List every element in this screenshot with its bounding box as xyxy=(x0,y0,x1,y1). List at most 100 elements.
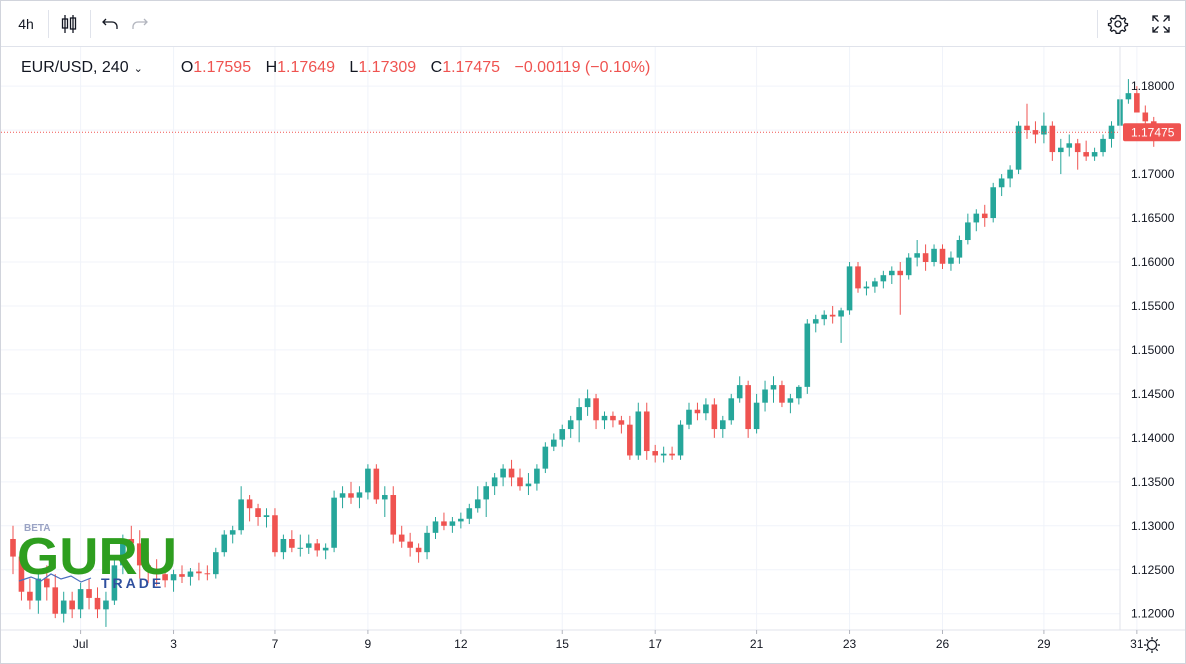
candle-body xyxy=(289,538,295,548)
candle xyxy=(289,530,295,553)
candle-body xyxy=(1134,93,1140,113)
candle xyxy=(804,319,811,394)
candle xyxy=(576,398,582,443)
candle xyxy=(787,393,794,414)
candle xyxy=(703,398,709,421)
candle xyxy=(1066,134,1073,157)
candle xyxy=(618,415,625,434)
price-tick-label: 1.12500 xyxy=(1131,563,1175,577)
chart-grid xyxy=(1,47,1138,630)
candle-body xyxy=(846,266,853,311)
fullscreen-button[interactable] xyxy=(1145,9,1177,39)
candle xyxy=(686,402,692,430)
candle-body xyxy=(322,547,329,551)
candle xyxy=(627,415,633,460)
price-axis[interactable]: 1.180001.175001.170001.165001.160001.155… xyxy=(1131,79,1175,621)
candle xyxy=(204,565,211,581)
candle-body xyxy=(407,541,413,548)
candle-body xyxy=(880,275,887,282)
chart-type-button[interactable] xyxy=(54,9,84,39)
candle xyxy=(10,525,16,575)
candle xyxy=(508,459,515,487)
candle-body xyxy=(373,468,380,500)
last-price-label: 1.17475 xyxy=(1131,125,1175,139)
candle-body xyxy=(466,508,473,519)
candle xyxy=(1100,134,1106,157)
candle xyxy=(1032,121,1039,144)
candle-body xyxy=(52,587,59,614)
time-tick-label: 12 xyxy=(454,637,468,651)
price-tick-label: 1.14000 xyxy=(1131,431,1175,445)
candle-body xyxy=(804,323,811,387)
candle xyxy=(322,543,329,560)
time-axis[interactable]: Jul 3 7 9 12 15 17 21 23 26 29 31 xyxy=(73,630,1144,651)
guru-trade-logo: BETA GURU TRADE xyxy=(11,521,186,593)
candle xyxy=(238,486,244,535)
candle xyxy=(948,251,954,271)
candle-body xyxy=(424,532,430,553)
candle xyxy=(382,486,388,518)
candle-body xyxy=(610,415,616,421)
candle-body xyxy=(914,253,920,258)
settings-icon xyxy=(1146,639,1158,651)
candle-body xyxy=(136,543,143,566)
candle xyxy=(1083,140,1089,161)
candle-body xyxy=(86,589,92,598)
settings-button[interactable] xyxy=(1102,9,1134,39)
candle xyxy=(280,534,287,560)
candle xyxy=(432,517,439,539)
candle-body xyxy=(60,600,67,614)
candle-body xyxy=(559,429,566,440)
candle xyxy=(720,415,726,438)
candle-body xyxy=(449,521,456,526)
candle xyxy=(1007,165,1013,188)
candle xyxy=(897,261,904,315)
time-tick-label: 17 xyxy=(649,637,663,651)
candle xyxy=(593,393,599,430)
candle xyxy=(263,508,270,528)
candle xyxy=(449,517,456,533)
logo-word: GURU xyxy=(17,528,177,586)
candle-body xyxy=(196,571,202,574)
undo-button[interactable] xyxy=(97,9,123,39)
interval-button[interactable]: 4h xyxy=(9,9,43,39)
candle xyxy=(559,424,566,447)
candle xyxy=(246,495,253,522)
candle-body xyxy=(939,248,946,264)
candle xyxy=(474,486,481,513)
open-label: O xyxy=(180,59,194,76)
candle-body xyxy=(170,574,177,581)
candle xyxy=(187,568,194,586)
candle-body xyxy=(1066,143,1073,148)
candle-body xyxy=(643,411,650,452)
candle xyxy=(551,433,557,452)
redo-icon xyxy=(132,18,148,29)
time-tick-label: 9 xyxy=(365,637,372,651)
candle xyxy=(483,481,489,518)
redo-button[interactable] xyxy=(127,9,153,39)
symbol-label[interactable]: EUR/USD, 240 xyxy=(21,59,129,76)
candle xyxy=(889,266,895,284)
candle-body xyxy=(331,497,337,548)
price-chart[interactable]: 1.180001.175001.170001.165001.160001.155… xyxy=(1,47,1185,663)
candle xyxy=(373,464,380,504)
candle xyxy=(829,305,836,324)
change-value: −0.00119 (−0.10%) xyxy=(514,59,651,76)
candle-body xyxy=(35,578,42,601)
high-label: H xyxy=(265,59,278,76)
candle-body xyxy=(770,385,777,390)
candle-body xyxy=(162,574,168,581)
candle-body xyxy=(297,547,304,549)
candle-body xyxy=(1142,112,1149,122)
candle-body xyxy=(787,398,794,403)
time-axis-settings-button[interactable] xyxy=(1144,637,1160,653)
candle-body xyxy=(922,253,929,262)
candle-body xyxy=(1007,169,1013,179)
chevron-down-icon[interactable]: ⌄ xyxy=(133,62,143,75)
close-value: 1.17475 xyxy=(442,59,501,76)
candle xyxy=(398,525,405,548)
candle-body xyxy=(897,270,904,276)
candle-body xyxy=(339,493,346,498)
candle xyxy=(1108,121,1115,148)
time-tick-label: 23 xyxy=(843,637,857,651)
